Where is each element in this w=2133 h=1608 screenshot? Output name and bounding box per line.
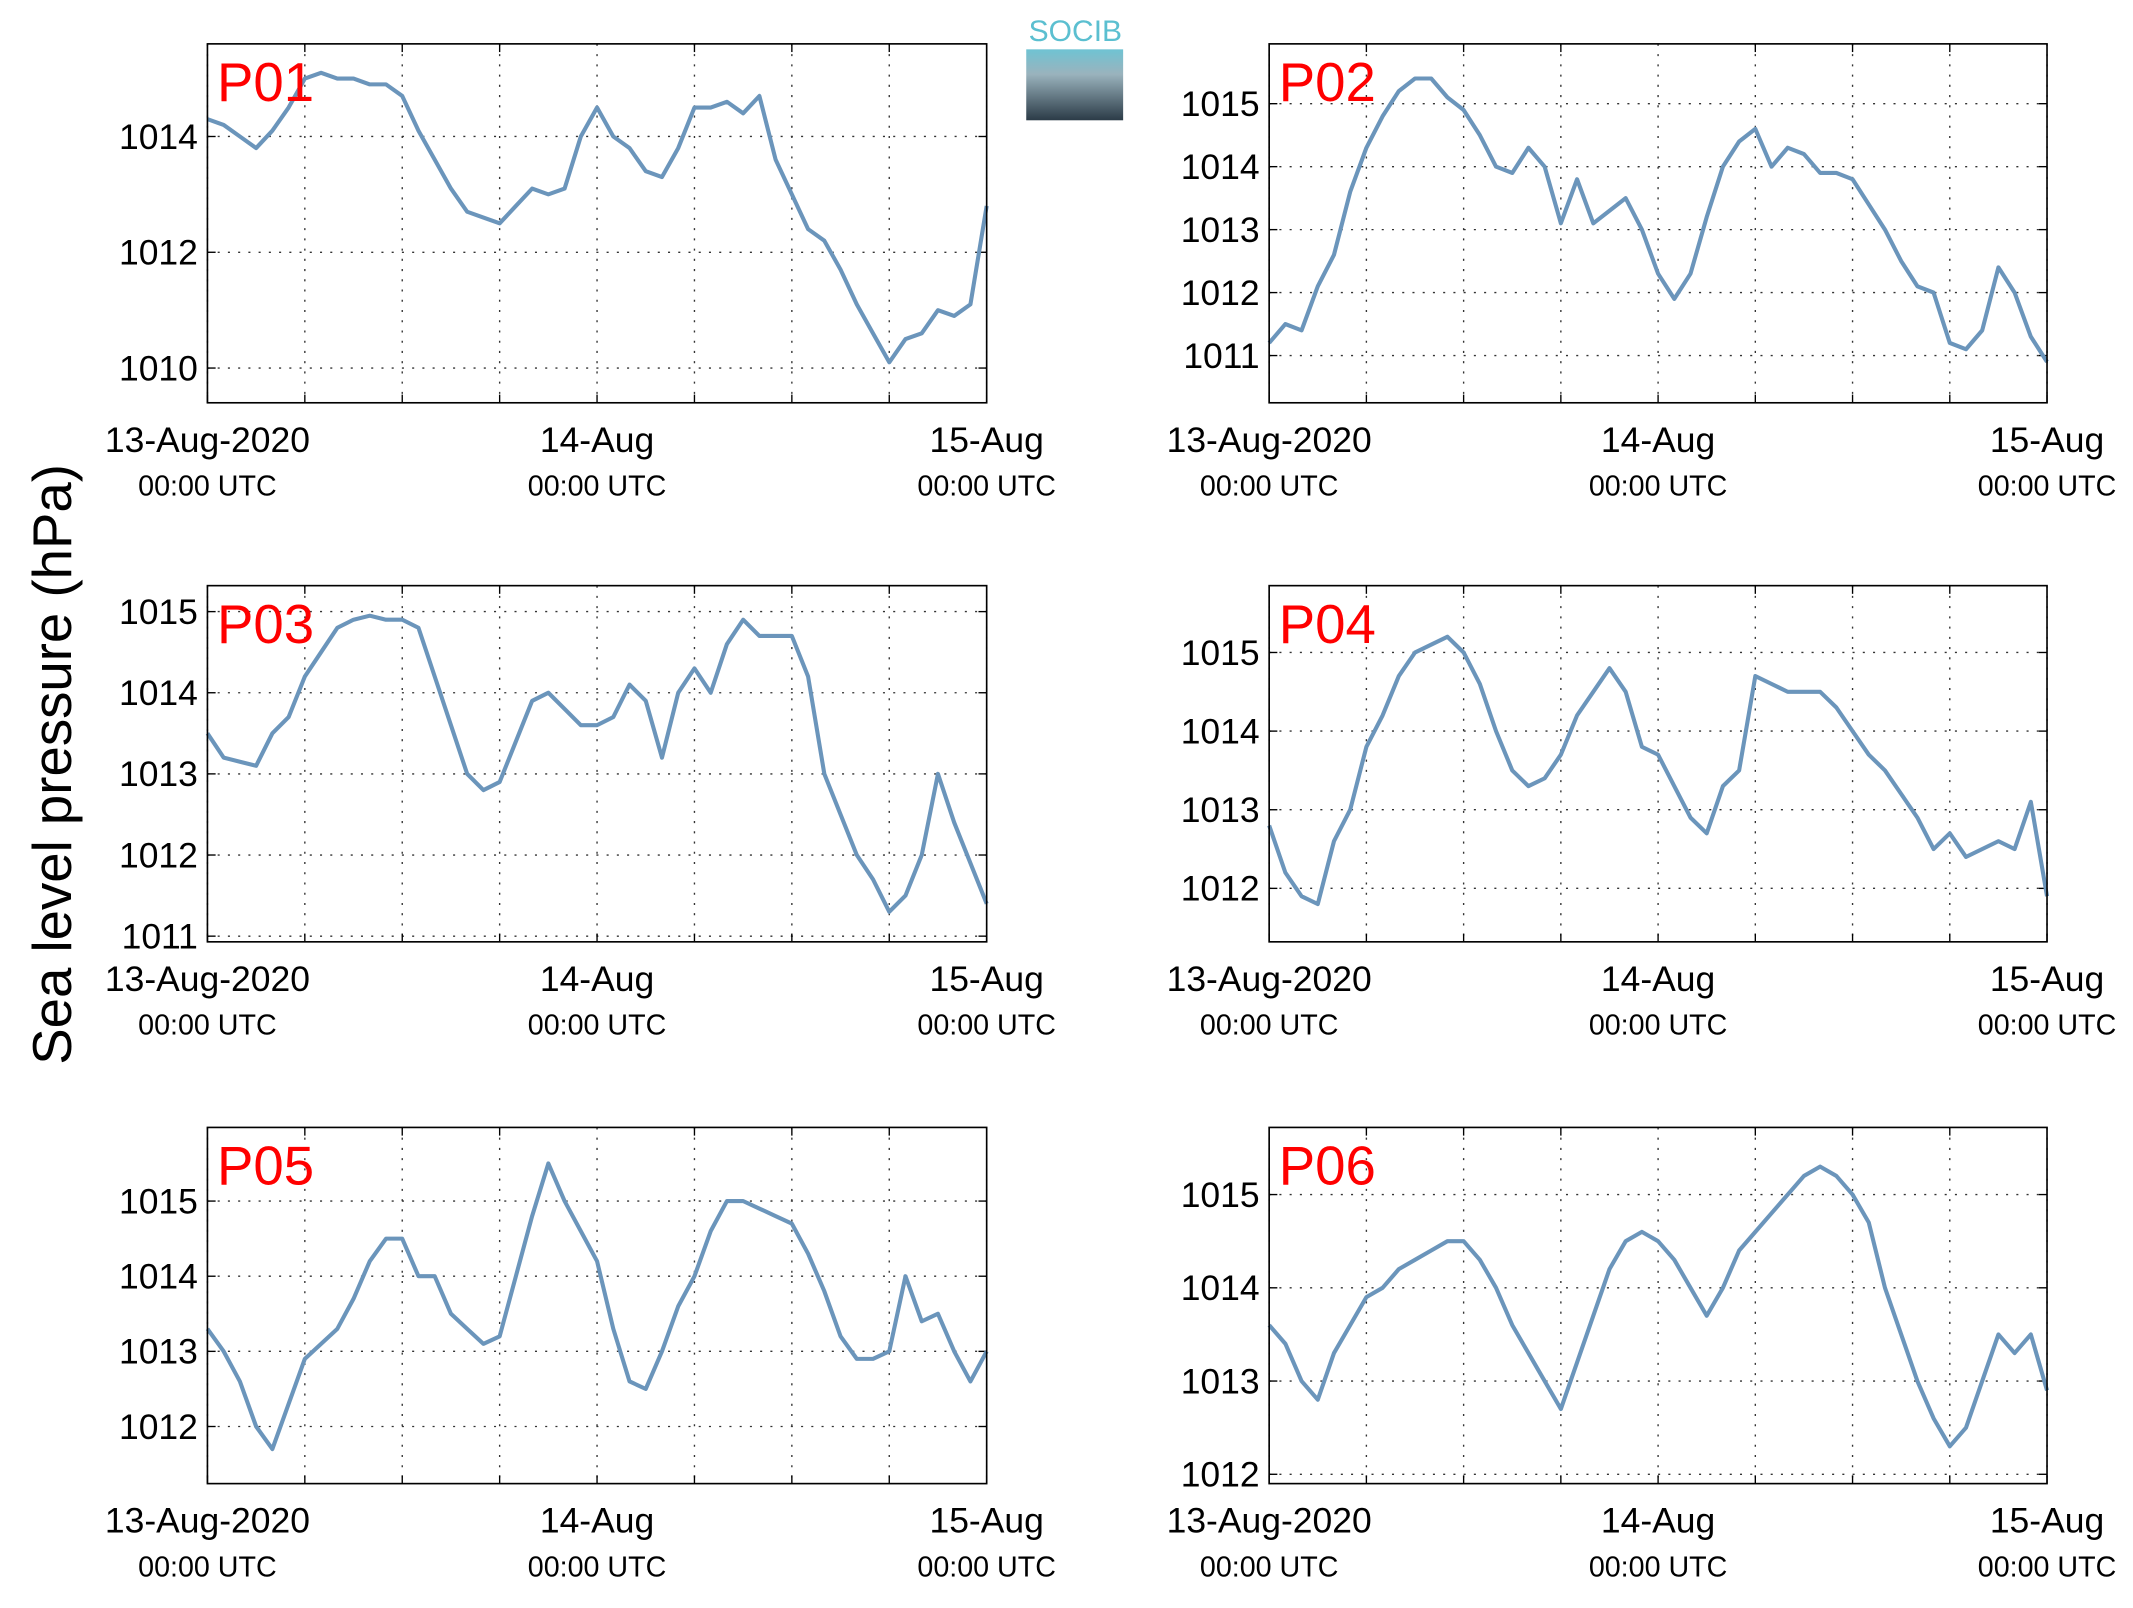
series-line — [1267, 1164, 2049, 1449]
x-tick-label: 13-Aug-2020 — [105, 420, 310, 460]
y-tick-label: 1015 — [1181, 84, 1260, 124]
x-tick-sublabel: 00:00 UTC — [1978, 1010, 2117, 1042]
y-tick-label: 1015 — [119, 1181, 198, 1221]
x-tick-sublabel: 00:00 UTC — [1200, 1010, 1339, 1042]
series-line — [205, 613, 989, 914]
panel-title: P01 — [217, 52, 314, 113]
x-tick-label: 14-Aug — [1601, 420, 1715, 460]
x-tick-label: 14-Aug — [540, 959, 654, 999]
y-tick-label: 1014 — [1181, 711, 1260, 751]
plot-area — [1269, 1127, 2048, 1484]
x-tick-sublabel: 00:00 UTC — [1589, 471, 1728, 503]
x-tick-sublabel: 00:00 UTC — [138, 471, 277, 503]
x-tick-label: 15-Aug — [929, 1501, 1043, 1541]
y-tick-label: 1012 — [1181, 1455, 1260, 1495]
x-tick-sublabel: 00:00 UTC — [1200, 471, 1339, 503]
x-tick-sublabel: 00:00 UTC — [528, 1551, 666, 1583]
plot-frame — [206, 1126, 988, 1485]
y-tick-label: 1013 — [119, 754, 198, 794]
x-tick-label: 15-Aug — [1990, 1501, 2104, 1541]
y-tick-label: 1012 — [119, 233, 198, 273]
x-tick-sublabel: 00:00 UTC — [528, 471, 666, 503]
x-tick-label: 14-Aug — [1601, 959, 1715, 999]
x-tick-label: 15-Aug — [929, 959, 1043, 999]
plot-area — [1269, 43, 2048, 403]
panel-title: P02 — [1279, 52, 1376, 113]
panel-title: P06 — [1279, 1136, 1376, 1197]
y-tick-label: 1012 — [1181, 869, 1260, 909]
series-line — [206, 70, 989, 365]
x-tick-label: 15-Aug — [1990, 420, 2104, 460]
x-tick-sublabel: 00:00 UTC — [138, 1010, 277, 1042]
x-tick-label: 15-Aug — [1990, 959, 2104, 999]
y-tick-label: 1014 — [1181, 147, 1260, 187]
x-tick-sublabel: 00:00 UTC — [1589, 1551, 1728, 1583]
y-tick-label: 1013 — [119, 1332, 198, 1372]
y-tick-label: 1015 — [1181, 633, 1260, 673]
x-tick-label: 14-Aug — [540, 1501, 654, 1541]
y-tick-label: 1014 — [119, 673, 198, 713]
x-tick-sublabel: 00:00 UTC — [917, 1010, 1056, 1042]
panel-title: P05 — [217, 1136, 314, 1197]
plot-frame — [206, 584, 988, 943]
plot-frame — [1268, 1126, 2048, 1485]
y-tick-label: 1013 — [1181, 210, 1260, 250]
plot-frame — [1268, 584, 2048, 943]
panel-title: P03 — [217, 594, 314, 655]
x-tick-label: 13-Aug-2020 — [1167, 420, 1372, 460]
plot-frame — [206, 43, 988, 404]
y-tick-label: 1015 — [1181, 1175, 1260, 1215]
x-tick-sublabel: 00:00 UTC — [138, 1551, 277, 1583]
x-tick-label: 15-Aug — [929, 420, 1043, 460]
series-line — [1267, 634, 2050, 907]
y-tick-label: 1011 — [122, 916, 198, 956]
x-tick-label: 13-Aug-2020 — [105, 959, 310, 999]
y-tick-label: 1010 — [119, 348, 198, 388]
y-tick-label: 1011 — [1183, 336, 1259, 376]
x-tick-label: 13-Aug-2020 — [105, 1501, 310, 1541]
logo-text: SOCIB — [1029, 15, 1122, 48]
panel-title: P04 — [1279, 594, 1376, 655]
y-tick-label: 1012 — [119, 835, 198, 875]
series-line — [205, 1161, 989, 1452]
plot-area — [207, 43, 987, 403]
y-tick-label: 1013 — [1181, 790, 1260, 830]
y-tick-label: 1014 — [1181, 1268, 1260, 1308]
y-tick-label: 1014 — [119, 117, 198, 157]
x-tick-label: 13-Aug-2020 — [1167, 959, 1372, 999]
y-tick-label: 1015 — [119, 592, 198, 632]
x-tick-label: 14-Aug — [540, 420, 654, 460]
plot-area — [207, 585, 987, 942]
x-tick-sublabel: 00:00 UTC — [528, 1010, 666, 1042]
x-tick-label: 14-Aug — [1601, 1501, 1715, 1541]
plot-area — [207, 1127, 987, 1484]
y-axis-label: Sea level pressure (hPa) — [22, 464, 83, 1065]
x-tick-sublabel: 00:00 UTC — [1978, 471, 2117, 503]
x-tick-sublabel: 00:00 UTC — [1589, 1010, 1728, 1042]
plot-frame — [1268, 43, 2048, 404]
y-tick-label: 1014 — [119, 1256, 198, 1296]
x-tick-sublabel: 00:00 UTC — [1978, 1551, 2117, 1583]
y-tick-label: 1013 — [1181, 1361, 1260, 1401]
series-line — [1267, 76, 2049, 363]
x-tick-sublabel: 00:00 UTC — [1200, 1551, 1339, 1583]
y-tick-label: 1012 — [1181, 273, 1260, 313]
logo-mark — [1026, 49, 1124, 121]
x-tick-sublabel: 00:00 UTC — [917, 1551, 1056, 1583]
x-tick-label: 13-Aug-2020 — [1167, 1501, 1372, 1541]
x-tick-sublabel: 00:00 UTC — [917, 471, 1056, 503]
y-tick-label: 1012 — [119, 1407, 198, 1447]
